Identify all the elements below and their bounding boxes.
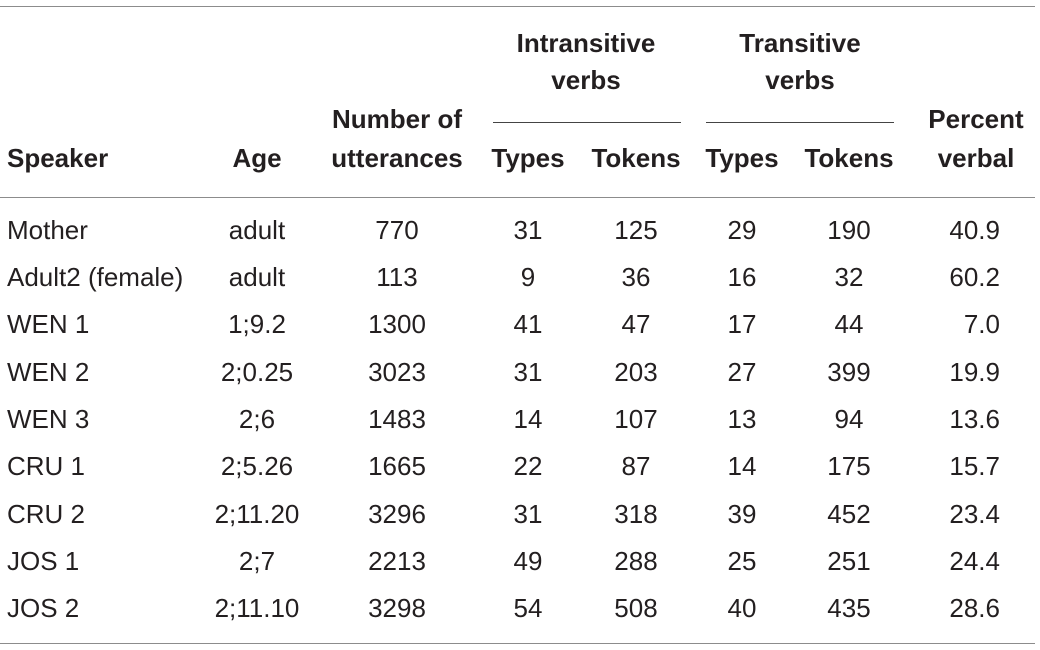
cell-intr-tokens: 107 xyxy=(614,404,658,434)
header-transitive-verbs-line2: verbs xyxy=(765,65,835,95)
cell-speaker: JOS 2 xyxy=(7,593,80,623)
cell-tr-types: 25 xyxy=(727,546,757,576)
cell-tr-types: 16 xyxy=(727,262,757,292)
cell-tr-types: 29 xyxy=(727,215,757,245)
cell-percent-verbal: 28.6 xyxy=(949,593,1000,623)
cell-percent-verbal: 23.4 xyxy=(949,499,1000,529)
header-age: Age xyxy=(232,143,282,173)
table-top-rule xyxy=(0,6,1035,7)
cell-age: 2;11.10 xyxy=(214,593,300,623)
cell-percent-verbal: 15.7 xyxy=(949,451,1000,481)
header-utterances-line1: Number of xyxy=(332,104,462,134)
cell-intr-types: 9 xyxy=(520,262,536,292)
cell-utterances: 3023 xyxy=(368,357,426,387)
cell-tr-types: 13 xyxy=(727,404,757,434)
cell-tr-tokens: 251 xyxy=(827,546,871,576)
header-percent-verbal-line1: Percent xyxy=(928,104,1024,134)
cell-utterances: 1483 xyxy=(368,404,426,434)
cell-percent-verbal: 60.2 xyxy=(949,262,1000,292)
cell-percent-verbal: 19.9 xyxy=(949,357,1000,387)
cell-utterances: 1300 xyxy=(368,309,426,339)
cell-tr-tokens: 94 xyxy=(834,404,864,434)
cell-tr-types: 27 xyxy=(727,357,757,387)
cell-utterances: 2213 xyxy=(368,546,426,576)
cell-intr-types: 41 xyxy=(513,309,543,339)
header-transitive-tokens: Tokens xyxy=(804,143,894,173)
header-utterances-line2: utterances xyxy=(331,143,463,173)
cell-speaker: CRU 1 xyxy=(7,451,86,481)
cell-intr-types: 54 xyxy=(513,593,543,623)
cell-age: 2;7 xyxy=(238,546,276,576)
cell-age: 2;0.25 xyxy=(220,357,294,387)
cell-intr-tokens: 36 xyxy=(621,262,651,292)
cell-tr-tokens: 32 xyxy=(834,262,864,292)
cell-age: 2;11.20 xyxy=(214,499,300,529)
cell-intr-tokens: 87 xyxy=(621,451,651,481)
cell-intr-types: 49 xyxy=(513,546,543,576)
cell-intr-types: 22 xyxy=(513,451,543,481)
cell-intr-types: 31 xyxy=(513,499,543,529)
cell-tr-tokens: 399 xyxy=(827,357,871,387)
cell-intr-tokens: 47 xyxy=(621,309,651,339)
cell-speaker: WEN 3 xyxy=(7,404,90,434)
cell-tr-tokens: 435 xyxy=(827,593,871,623)
cell-utterances: 113 xyxy=(376,262,418,292)
cell-tr-types: 40 xyxy=(727,593,757,623)
cell-utterances: 1665 xyxy=(368,451,426,481)
header-intransitive-tokens: Tokens xyxy=(591,143,681,173)
header-speaker: Speaker xyxy=(7,143,109,173)
cell-tr-tokens: 452 xyxy=(827,499,871,529)
cell-intr-types: 31 xyxy=(513,357,543,387)
header-bottom-rule xyxy=(0,197,1035,198)
cell-speaker: Adult2 (female) xyxy=(7,262,184,292)
cell-speaker: WEN 2 xyxy=(7,357,90,387)
cell-age: 2;6 xyxy=(238,404,276,434)
cell-speaker: CRU 2 xyxy=(7,499,86,529)
cell-intr-tokens: 508 xyxy=(614,593,658,623)
cell-intr-types: 31 xyxy=(513,215,543,245)
cell-speaker: WEN 1 xyxy=(7,309,90,339)
cell-percent-verbal: 13.6 xyxy=(949,404,1000,434)
header-intransitive-verbs-line1: Intransitive xyxy=(516,28,656,58)
cell-intr-tokens: 125 xyxy=(614,215,658,245)
header-intransitive-types: Types xyxy=(491,143,565,173)
cell-tr-tokens: 190 xyxy=(827,215,871,245)
cell-speaker: JOS 1 xyxy=(7,546,80,576)
cell-tr-types: 17 xyxy=(727,309,757,339)
cell-utterances: 770 xyxy=(375,215,419,245)
cell-tr-tokens: 175 xyxy=(827,451,871,481)
cell-utterances: 3296 xyxy=(368,499,426,529)
cell-intr-tokens: 318 xyxy=(614,499,658,529)
cell-age: 2;5.26 xyxy=(220,451,294,481)
cell-age: 1;9.2 xyxy=(228,309,286,339)
cell-intr-tokens: 288 xyxy=(614,546,658,576)
header-percent-verbal-line2: verbal xyxy=(937,143,1015,173)
cell-speaker: Mother xyxy=(7,215,88,245)
cell-intr-types: 14 xyxy=(513,404,543,434)
header-transitive-types: Types xyxy=(705,143,779,173)
header-transitive-verbs-line1: Transitive xyxy=(739,28,861,58)
cell-intr-tokens: 203 xyxy=(614,357,658,387)
cell-tr-types: 39 xyxy=(727,499,757,529)
cell-utterances: 3298 xyxy=(368,593,426,623)
intransitive-group-rule xyxy=(493,122,681,123)
cell-percent-verbal: 7.0 xyxy=(963,309,1000,339)
cell-age: adult xyxy=(228,262,286,292)
header-intransitive-verbs-line2: verbs xyxy=(551,65,621,95)
cell-age: adult xyxy=(228,215,286,245)
cell-tr-types: 14 xyxy=(727,451,757,481)
table-bottom-rule xyxy=(0,643,1035,644)
transitive-group-rule xyxy=(706,122,894,123)
cell-percent-verbal: 40.9 xyxy=(949,215,1000,245)
cell-percent-verbal: 24.4 xyxy=(949,546,1000,576)
cell-tr-tokens: 44 xyxy=(834,309,864,339)
